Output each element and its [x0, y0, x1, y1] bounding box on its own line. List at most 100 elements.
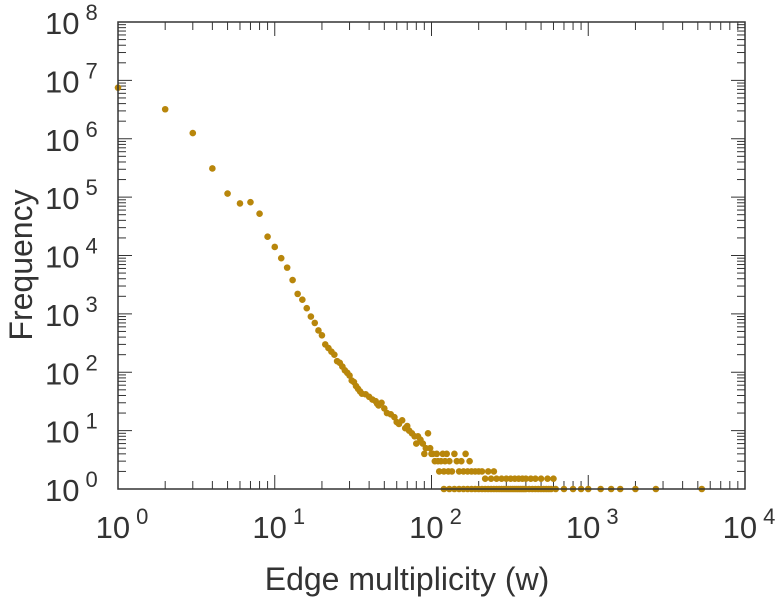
data-point [490, 468, 498, 475]
x-tick-exponent: 1 [293, 504, 305, 529]
data-point [544, 475, 551, 483]
data-point [424, 429, 432, 437]
data-point [161, 105, 169, 113]
y-tick-label: 10 7 [45, 58, 98, 99]
y-tick-label: 10 1 [45, 409, 98, 450]
y-tick-base: 10 [45, 64, 79, 99]
data-point [458, 457, 465, 465]
y-tick-exponent: 2 [85, 350, 97, 375]
data-point [391, 413, 398, 421]
data-point [421, 450, 428, 458]
data-point [413, 440, 420, 447]
y-tick-label: 10 3 [45, 292, 98, 333]
x-axis-title: Edge multiplicity (w) [265, 561, 550, 597]
data-point [315, 327, 322, 334]
data-point [451, 450, 458, 458]
data-point [527, 475, 535, 483]
y-tick-base: 10 [45, 298, 79, 333]
x-tick-base: 10 [96, 510, 130, 545]
data-point [289, 276, 296, 284]
data-point [435, 468, 443, 475]
x-tick-exponent: 2 [450, 504, 462, 529]
x-tick-base: 10 [566, 510, 600, 545]
x-tick-exponent: 3 [606, 504, 618, 529]
x-tick-label: 10 3 [566, 504, 619, 545]
data-point [236, 200, 244, 207]
data-point [484, 468, 492, 475]
y-tick-exponent: 5 [85, 175, 97, 200]
data-point [433, 450, 441, 458]
data-point [346, 372, 353, 379]
y-tick-base: 10 [45, 123, 79, 158]
y-tick-base: 10 [45, 415, 79, 450]
data-point [532, 475, 539, 483]
data-point [522, 475, 530, 483]
y-tick-label: 10 6 [45, 117, 98, 158]
data-point [283, 264, 291, 271]
data-point [446, 457, 453, 465]
y-tick-base: 10 [45, 473, 79, 508]
y-tick-label: 10 4 [45, 234, 98, 275]
data-point [307, 313, 315, 320]
x-tick-exponent: 0 [136, 504, 148, 529]
data-point [537, 475, 545, 483]
data-point [493, 475, 500, 483]
data-point [271, 243, 279, 251]
data-points [114, 84, 706, 493]
data-point [209, 165, 216, 172]
data-point [398, 417, 406, 424]
data-point [448, 468, 456, 475]
x-tick-label: 10 2 [409, 504, 462, 545]
y-tick-label: 10 5 [45, 175, 98, 216]
data-point [264, 233, 271, 240]
data-point [462, 450, 469, 458]
data-point [277, 254, 285, 262]
y-tick-base: 10 [45, 240, 79, 275]
x-tick-base: 10 [723, 510, 757, 545]
y-tick-exponent: 8 [85, 0, 97, 25]
data-point [224, 190, 231, 197]
data-point [247, 198, 254, 206]
data-point [256, 210, 263, 218]
x-tick-label: 10 4 [723, 504, 776, 545]
data-point [453, 457, 461, 465]
data-point [478, 468, 486, 475]
data-point [487, 475, 495, 483]
x-tick-labels: 10 0 10 1 10 2 10 3 10 4 [96, 504, 776, 545]
data-point [303, 304, 311, 312]
y-tick-base: 10 [45, 6, 79, 41]
y-tick-exponent: 4 [85, 234, 97, 259]
x-tick-label: 10 0 [96, 504, 149, 545]
data-point [331, 351, 338, 358]
x-tick-base: 10 [409, 510, 443, 545]
y-axis-title: Frequency [3, 189, 39, 340]
y-tick-exponent: 0 [85, 467, 97, 492]
x-tick-label: 10 1 [252, 504, 305, 545]
x-tick-exponent: 4 [763, 504, 775, 529]
data-point [311, 319, 319, 327]
data-point [299, 296, 306, 303]
data-point [481, 475, 489, 483]
axis-ticks [117, 22, 745, 490]
plot-frame [117, 21, 746, 490]
y-tick-base: 10 [45, 181, 79, 216]
y-tick-exponent: 1 [85, 409, 97, 434]
data-point [426, 444, 434, 452]
data-point [550, 475, 557, 483]
y-tick-exponent: 3 [85, 292, 97, 317]
y-tick-exponent: 7 [85, 58, 97, 83]
data-point [443, 450, 450, 458]
data-point [318, 331, 326, 339]
data-point [294, 290, 301, 298]
y-tick-label: 10 0 [45, 467, 98, 508]
data-point [378, 399, 385, 407]
y-tick-base: 10 [45, 356, 79, 391]
y-tick-label: 10 2 [45, 350, 98, 391]
x-tick-base: 10 [252, 510, 286, 545]
y-tick-exponent: 6 [85, 117, 97, 142]
y-tick-label: 10 8 [45, 0, 98, 41]
data-point [498, 475, 505, 483]
data-point [189, 129, 197, 137]
